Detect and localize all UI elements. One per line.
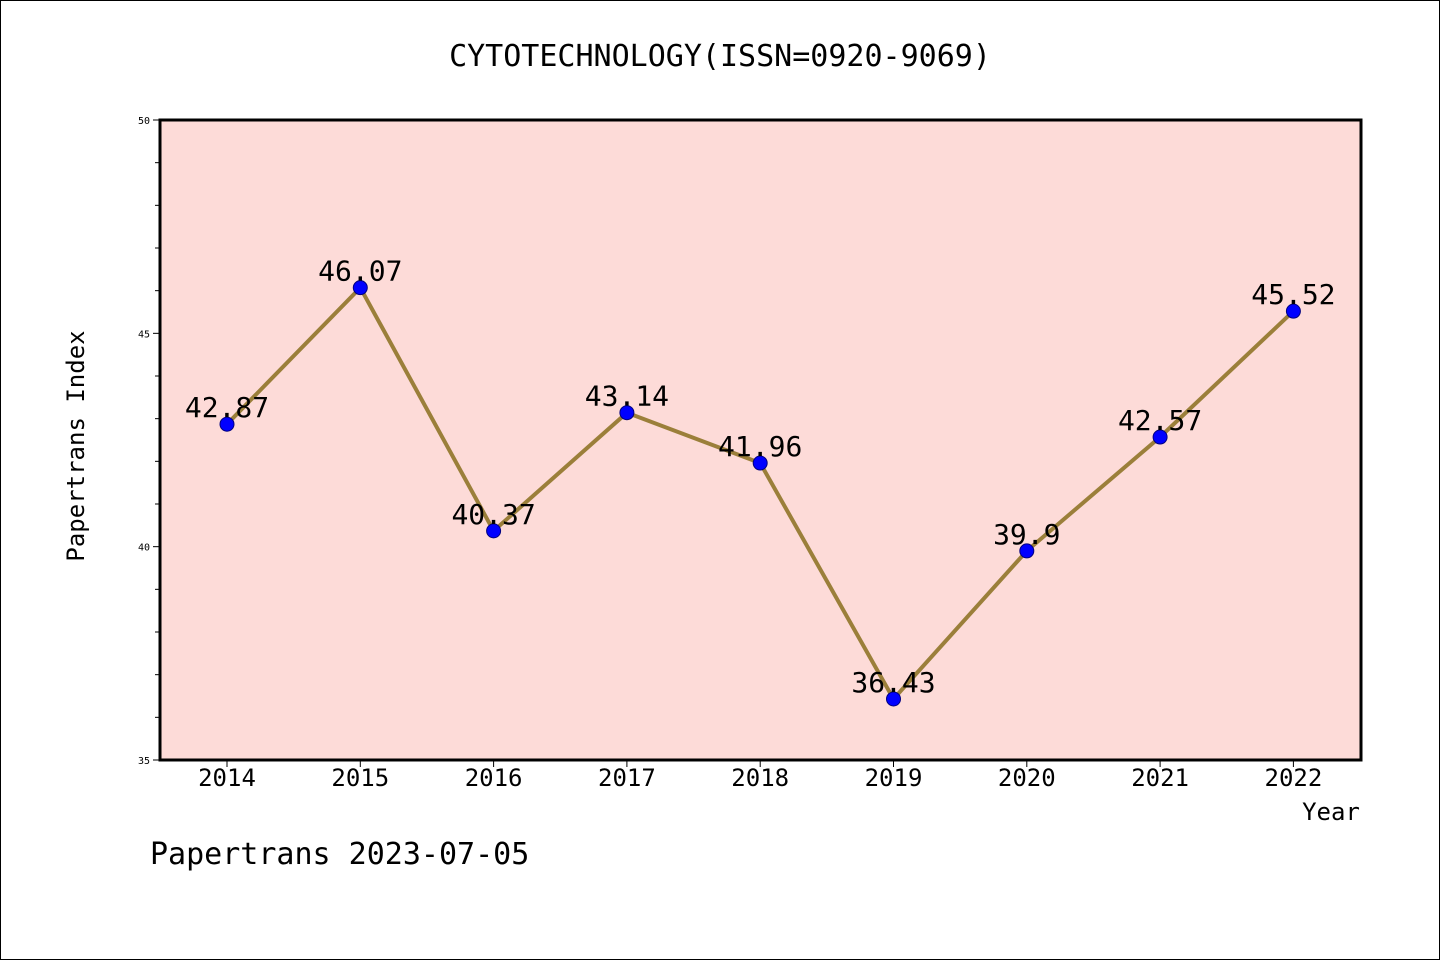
data-label: 41.96 bbox=[718, 430, 802, 463]
x-tick-label: 2019 bbox=[865, 764, 923, 792]
data-label: 46.07 bbox=[318, 255, 402, 288]
y-tick-label: 45 bbox=[138, 329, 150, 340]
data-label: 39.9 bbox=[993, 518, 1060, 551]
x-tick-label: 2014 bbox=[198, 764, 256, 792]
x-tick-label: 2018 bbox=[731, 764, 789, 792]
x-axis-label: Year bbox=[1302, 798, 1360, 826]
data-point bbox=[886, 691, 901, 707]
x-axis: 2014 2015 2016 2017 2018 2019 2020 2021 2022 bbox=[198, 760, 1322, 792]
data-point bbox=[352, 280, 368, 296]
data-point bbox=[1152, 429, 1168, 445]
y-tick-label: 50 bbox=[138, 116, 150, 127]
chart-title: CYTOTECHNOLOGY(ISSN=0920-9069) bbox=[449, 39, 991, 74]
data-point bbox=[752, 455, 768, 471]
data-point bbox=[486, 523, 502, 539]
data-label: 42.87 bbox=[185, 391, 269, 424]
data-point bbox=[1285, 303, 1301, 319]
x-tick-label: 2021 bbox=[1131, 764, 1189, 792]
y-axis-label: Papertrans Index bbox=[62, 330, 90, 561]
data-label: 45.52 bbox=[1251, 278, 1335, 311]
y-tick-label: 35 bbox=[138, 756, 150, 767]
x-tick-label: 2015 bbox=[331, 764, 389, 792]
series-line-group: 42.87 46.07 40.37 43.14 41.96 36.43 39.9 42.57 4… bbox=[185, 255, 1336, 707]
x-tick-label: 2016 bbox=[465, 764, 523, 792]
data-label: 36.43 bbox=[851, 666, 935, 699]
data-label: 42.57 bbox=[1118, 404, 1202, 437]
footer-text: Papertrans 2023-07-05 bbox=[150, 837, 529, 872]
data-point bbox=[1019, 543, 1035, 559]
x-tick-label: 2022 bbox=[1265, 764, 1323, 792]
data-label: 43.14 bbox=[585, 380, 669, 413]
data-label: 40.37 bbox=[451, 498, 535, 531]
y-tick-label: 40 bbox=[138, 543, 150, 554]
x-tick-label: 2017 bbox=[598, 764, 656, 792]
data-point bbox=[219, 416, 235, 432]
data-point bbox=[619, 405, 635, 421]
y-axis: 35 40 45 50 bbox=[138, 116, 160, 767]
x-tick-label: 2020 bbox=[998, 764, 1056, 792]
